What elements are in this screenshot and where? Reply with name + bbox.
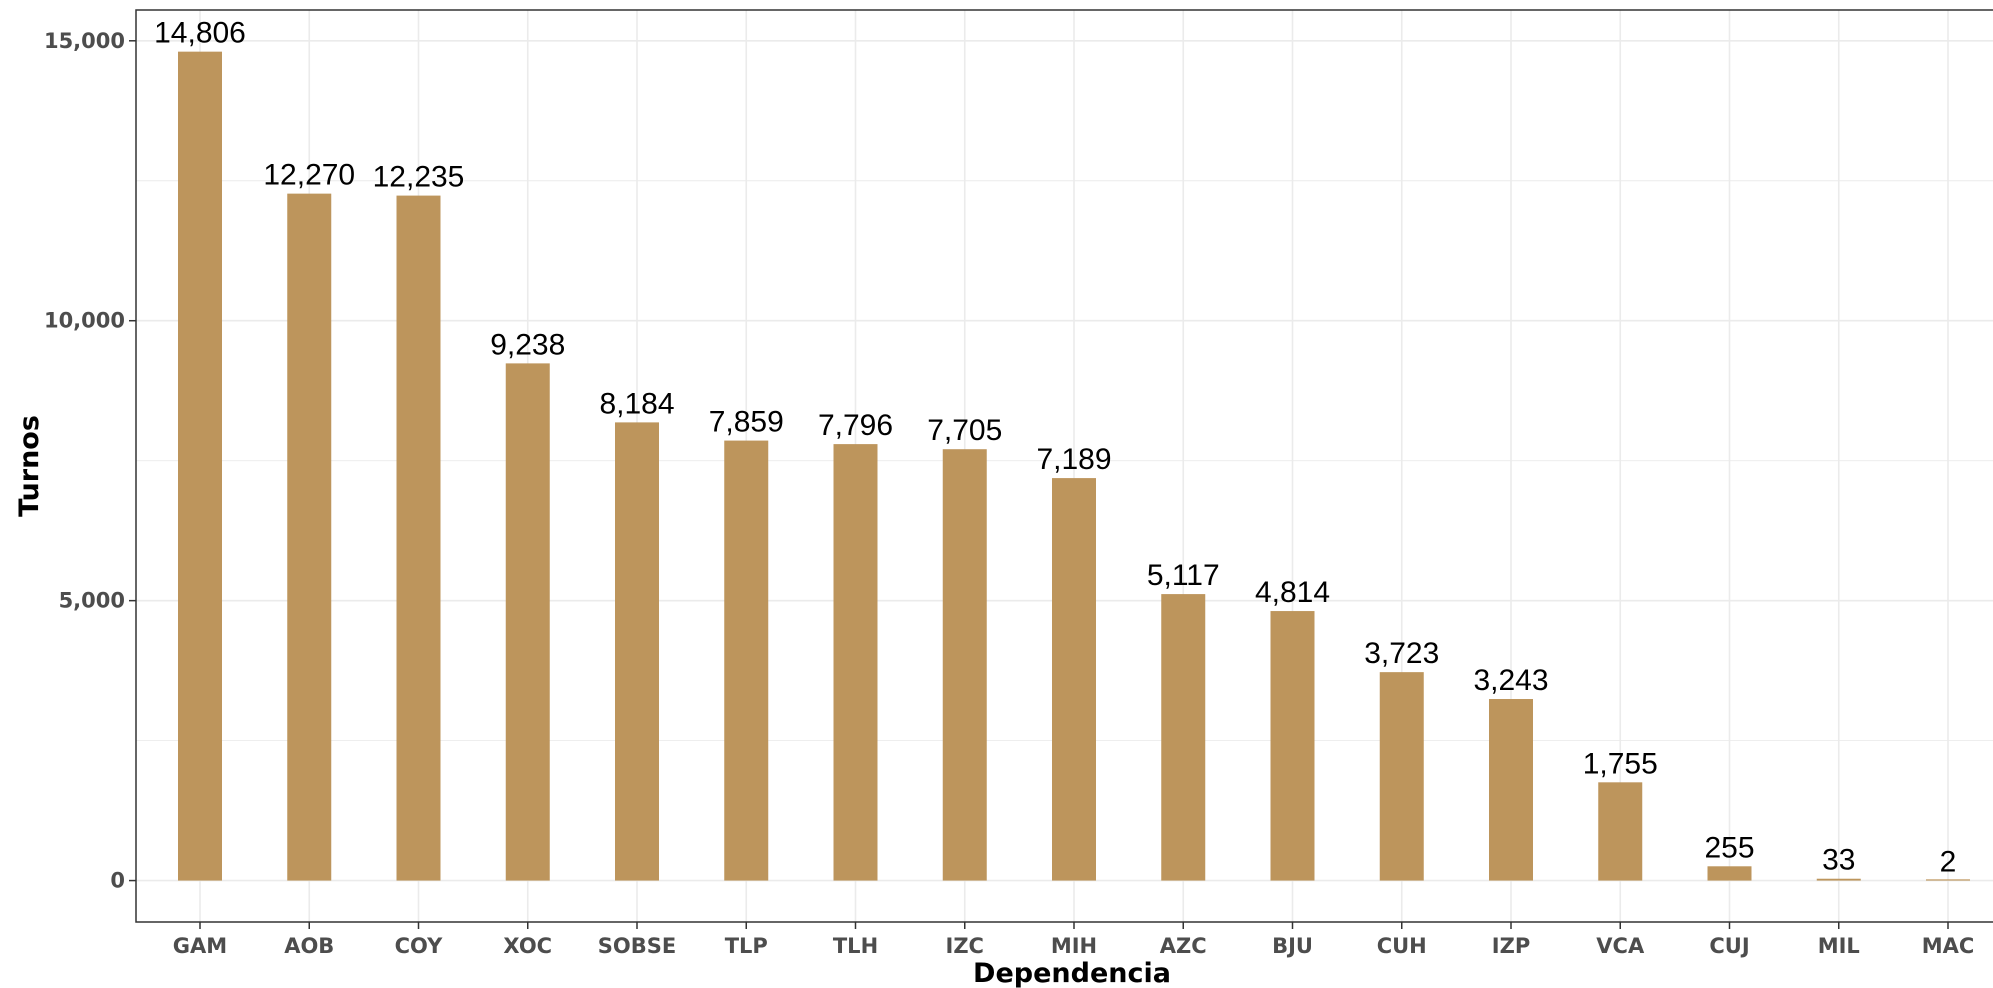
x-tick-label: MIH — [1051, 934, 1097, 958]
data-label-izc: 7,705 — [927, 414, 1002, 447]
x-axis: GAM AOB COY XOC SOBSE TLP TLH IZC MIH AZC BJU CUH IZ… — [173, 922, 1974, 958]
bar-azc — [1161, 594, 1206, 881]
bar-gam — [178, 51, 222, 881]
data-label-sobse: 8,184 — [599, 387, 674, 420]
x-axis-title: Dependencia — [973, 958, 1171, 988]
y-tick-label: 10,000 — [44, 309, 125, 333]
x-tick-label: VCA — [1596, 934, 1645, 958]
bar-aob — [287, 193, 332, 881]
bar-cuh — [1379, 672, 1424, 881]
x-tick-label: AOB — [284, 934, 334, 958]
data-labels: 14,806 12,270 12,235 9,238 8,184 7,859 7,796 7,… — [154, 17, 1956, 879]
bar-xoc — [505, 363, 550, 881]
x-tick-label: BJU — [1272, 934, 1313, 958]
bar-mil — [1816, 878, 1861, 881]
y-tick-label: 0 — [110, 869, 125, 893]
bars — [178, 51, 1970, 881]
x-tick-label: CUJ — [1709, 934, 1749, 958]
x-tick-label: COY — [395, 934, 444, 958]
data-label-bju: 4,814 — [1255, 576, 1330, 609]
y-axis-title: Turnos — [14, 415, 45, 517]
bar-coy — [396, 195, 441, 881]
data-label-cuh: 3,723 — [1364, 637, 1439, 670]
data-label-aob: 12,270 — [263, 159, 355, 192]
bar-izc — [942, 449, 987, 881]
bar-vca — [1598, 782, 1643, 881]
y-axis: 0 5,000 10,000 15,000 — [44, 29, 136, 893]
x-tick-label: CUH — [1377, 934, 1427, 958]
data-label-azc: 5,117 — [1147, 559, 1220, 592]
x-tick-label: MIL — [1818, 934, 1860, 958]
data-label-tlh: 7,796 — [818, 409, 893, 442]
data-label-mac: 2 — [1940, 845, 1957, 878]
bar-tlp — [724, 440, 769, 881]
bar-sobse — [615, 422, 659, 881]
x-tick-label: IZP — [1492, 934, 1530, 958]
x-tick-label: IZC — [946, 934, 984, 958]
y-tick-label: 15,000 — [44, 29, 125, 53]
bar-tlh — [833, 444, 878, 881]
bar-izp — [1489, 699, 1533, 881]
x-tick-label: TLP — [725, 934, 768, 958]
data-label-tlp: 7,859 — [709, 406, 784, 439]
bar-mih — [1052, 478, 1096, 881]
bar-cuj — [1707, 866, 1752, 881]
bar-bju — [1270, 611, 1315, 881]
data-label-gam: 14,806 — [154, 17, 246, 50]
x-tick-label: TLH — [833, 934, 878, 958]
x-tick-label: SOBSE — [598, 934, 676, 958]
data-label-xoc: 9,238 — [490, 328, 565, 361]
x-tick-label: MAC — [1922, 934, 1975, 958]
data-label-coy: 12,235 — [373, 161, 465, 194]
data-label-mil: 33 — [1822, 844, 1855, 877]
x-tick-label: AZC — [1160, 934, 1207, 958]
y-tick-label: 5,000 — [59, 589, 125, 613]
data-label-cuj: 255 — [1704, 831, 1754, 864]
bar-mac — [1926, 879, 1970, 881]
data-label-mih: 7,189 — [1036, 443, 1111, 476]
x-tick-label: XOC — [503, 934, 552, 958]
x-tick-label: GAM — [173, 934, 227, 958]
data-label-izp: 3,243 — [1473, 664, 1548, 697]
panel-border — [135, 9, 1993, 923]
data-label-vca: 1,755 — [1583, 747, 1658, 780]
